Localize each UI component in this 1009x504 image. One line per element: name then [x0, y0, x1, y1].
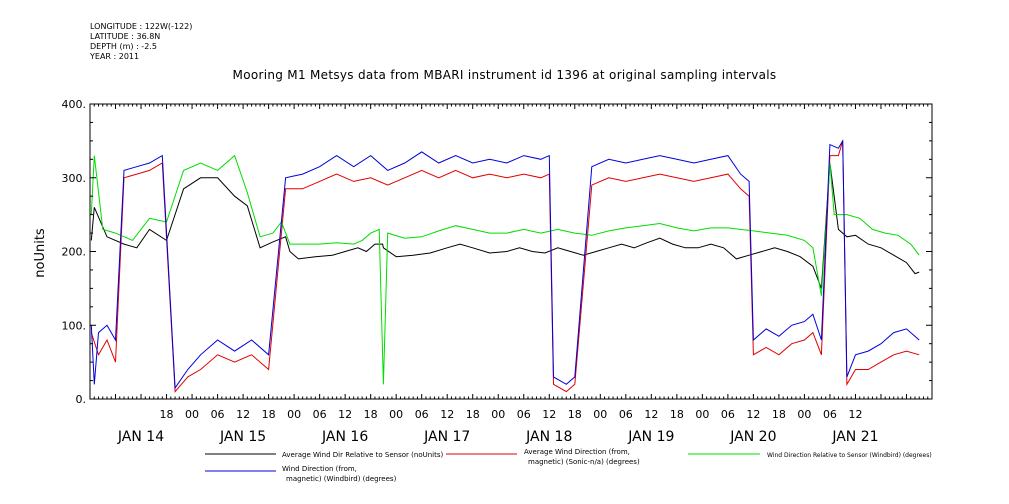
x-day-label: JAN 18 — [525, 429, 572, 445]
x-tick-label: 12 — [440, 408, 454, 421]
x-tick-label: 06 — [823, 408, 837, 421]
x-tick-label: 18 — [772, 408, 786, 421]
x-tick-label: 00 — [695, 408, 709, 421]
axis-layer: 0. 100. 200. 300. 400. 18 00 06 12 18 00 06 12 18 00 06… — [62, 98, 933, 445]
x-tick-label: 06 — [211, 408, 225, 421]
x-tick-label: 00 — [491, 408, 505, 421]
latitude-label: LATITUDE : 36.8N — [90, 32, 161, 41]
x-tick-label: 18 — [670, 408, 684, 421]
x-day-label: JAN 16 — [321, 429, 368, 445]
x-tick-label: 00 — [185, 408, 199, 421]
x-tick-label: 12 — [644, 408, 658, 421]
x-tick-label: 00 — [389, 408, 403, 421]
x-tick-label: 06 — [517, 408, 531, 421]
x-tick-label: 18 — [160, 408, 174, 421]
y-tick-label: 0. — [76, 393, 87, 406]
legend: Average Wind Dir Relative to Sensor (noU… — [205, 448, 932, 483]
metadata-block: LONGITUDE : 122W(-122) LATITUDE : 36.8N DE… — [90, 22, 192, 62]
x-tick-label: 06 — [721, 408, 735, 421]
x-tick-label: 12 — [848, 408, 862, 421]
legend-label-avg-wind-dir-rel: Average Wind Dir Relative to Sensor (noU… — [282, 451, 443, 459]
x-tick-label: 00 — [287, 408, 301, 421]
x-tick-label: 06 — [415, 408, 429, 421]
legend-label-wind-direction-windbird-2: magnetic) (Windbird) (degrees) — [286, 475, 397, 483]
legend-label-avg-wind-direction-sonic-1: Average Wind Direction (from, — [524, 448, 630, 456]
x-tick-label: 12 — [746, 408, 760, 421]
x-tick-label: 00 — [797, 408, 811, 421]
x-day-label: JAN 21 — [831, 429, 878, 445]
year-label: YEAR : 2011 — [90, 52, 140, 61]
x-tick-label: 12 — [542, 408, 556, 421]
series-line-0 — [90, 162, 920, 289]
y-tick-label: 300. — [62, 172, 87, 185]
x-tick-label: 18 — [466, 408, 480, 421]
x-tick-label: 12 — [236, 408, 250, 421]
plot-frame — [89, 103, 933, 400]
series-line-2 — [90, 154, 920, 385]
x-day-label: JAN 19 — [627, 429, 674, 445]
x-tick-label: 06 — [619, 408, 633, 421]
x-tick-label: 18 — [568, 408, 582, 421]
series-layer — [90, 139, 920, 393]
x-tick-label: 12 — [338, 408, 352, 421]
y-tick-label: 100. — [62, 319, 87, 332]
y-tick-label: 200. — [62, 246, 87, 259]
legend-label-avg-wind-direction-sonic-2: magnetic) (Sonic-n/a) (degrees) — [528, 458, 640, 466]
series-line-3 — [90, 139, 920, 390]
series-line-1 — [90, 140, 920, 393]
x-day-label: JAN 20 — [729, 429, 776, 445]
chart-title: Mooring M1 Metsys data from MBARI instru… — [232, 68, 777, 82]
x-tick-label: 06 — [313, 408, 327, 421]
depth-label: DEPTH (m) : -2.5 — [90, 42, 157, 51]
y-tick-label: 400. — [62, 98, 87, 111]
longitude-label: LONGITUDE : 122W(-122) — [90, 22, 193, 31]
x-tick-label: 18 — [364, 408, 378, 421]
x-day-label: JAN 17 — [423, 429, 470, 445]
x-tick-label: 18 — [262, 408, 276, 421]
x-tick-label: 00 — [593, 408, 607, 421]
legend-label-wind-direction-windbird-1: Wind Direction (from, — [282, 465, 357, 473]
x-day-label: JAN 15 — [219, 429, 266, 445]
legend-label-wind-dir-rel-windbird: Wind Direction Relative to Sensor (Windb… — [767, 452, 932, 459]
x-day-label: JAN 14 — [117, 429, 164, 445]
y-axis-label: noUnits — [33, 228, 48, 278]
